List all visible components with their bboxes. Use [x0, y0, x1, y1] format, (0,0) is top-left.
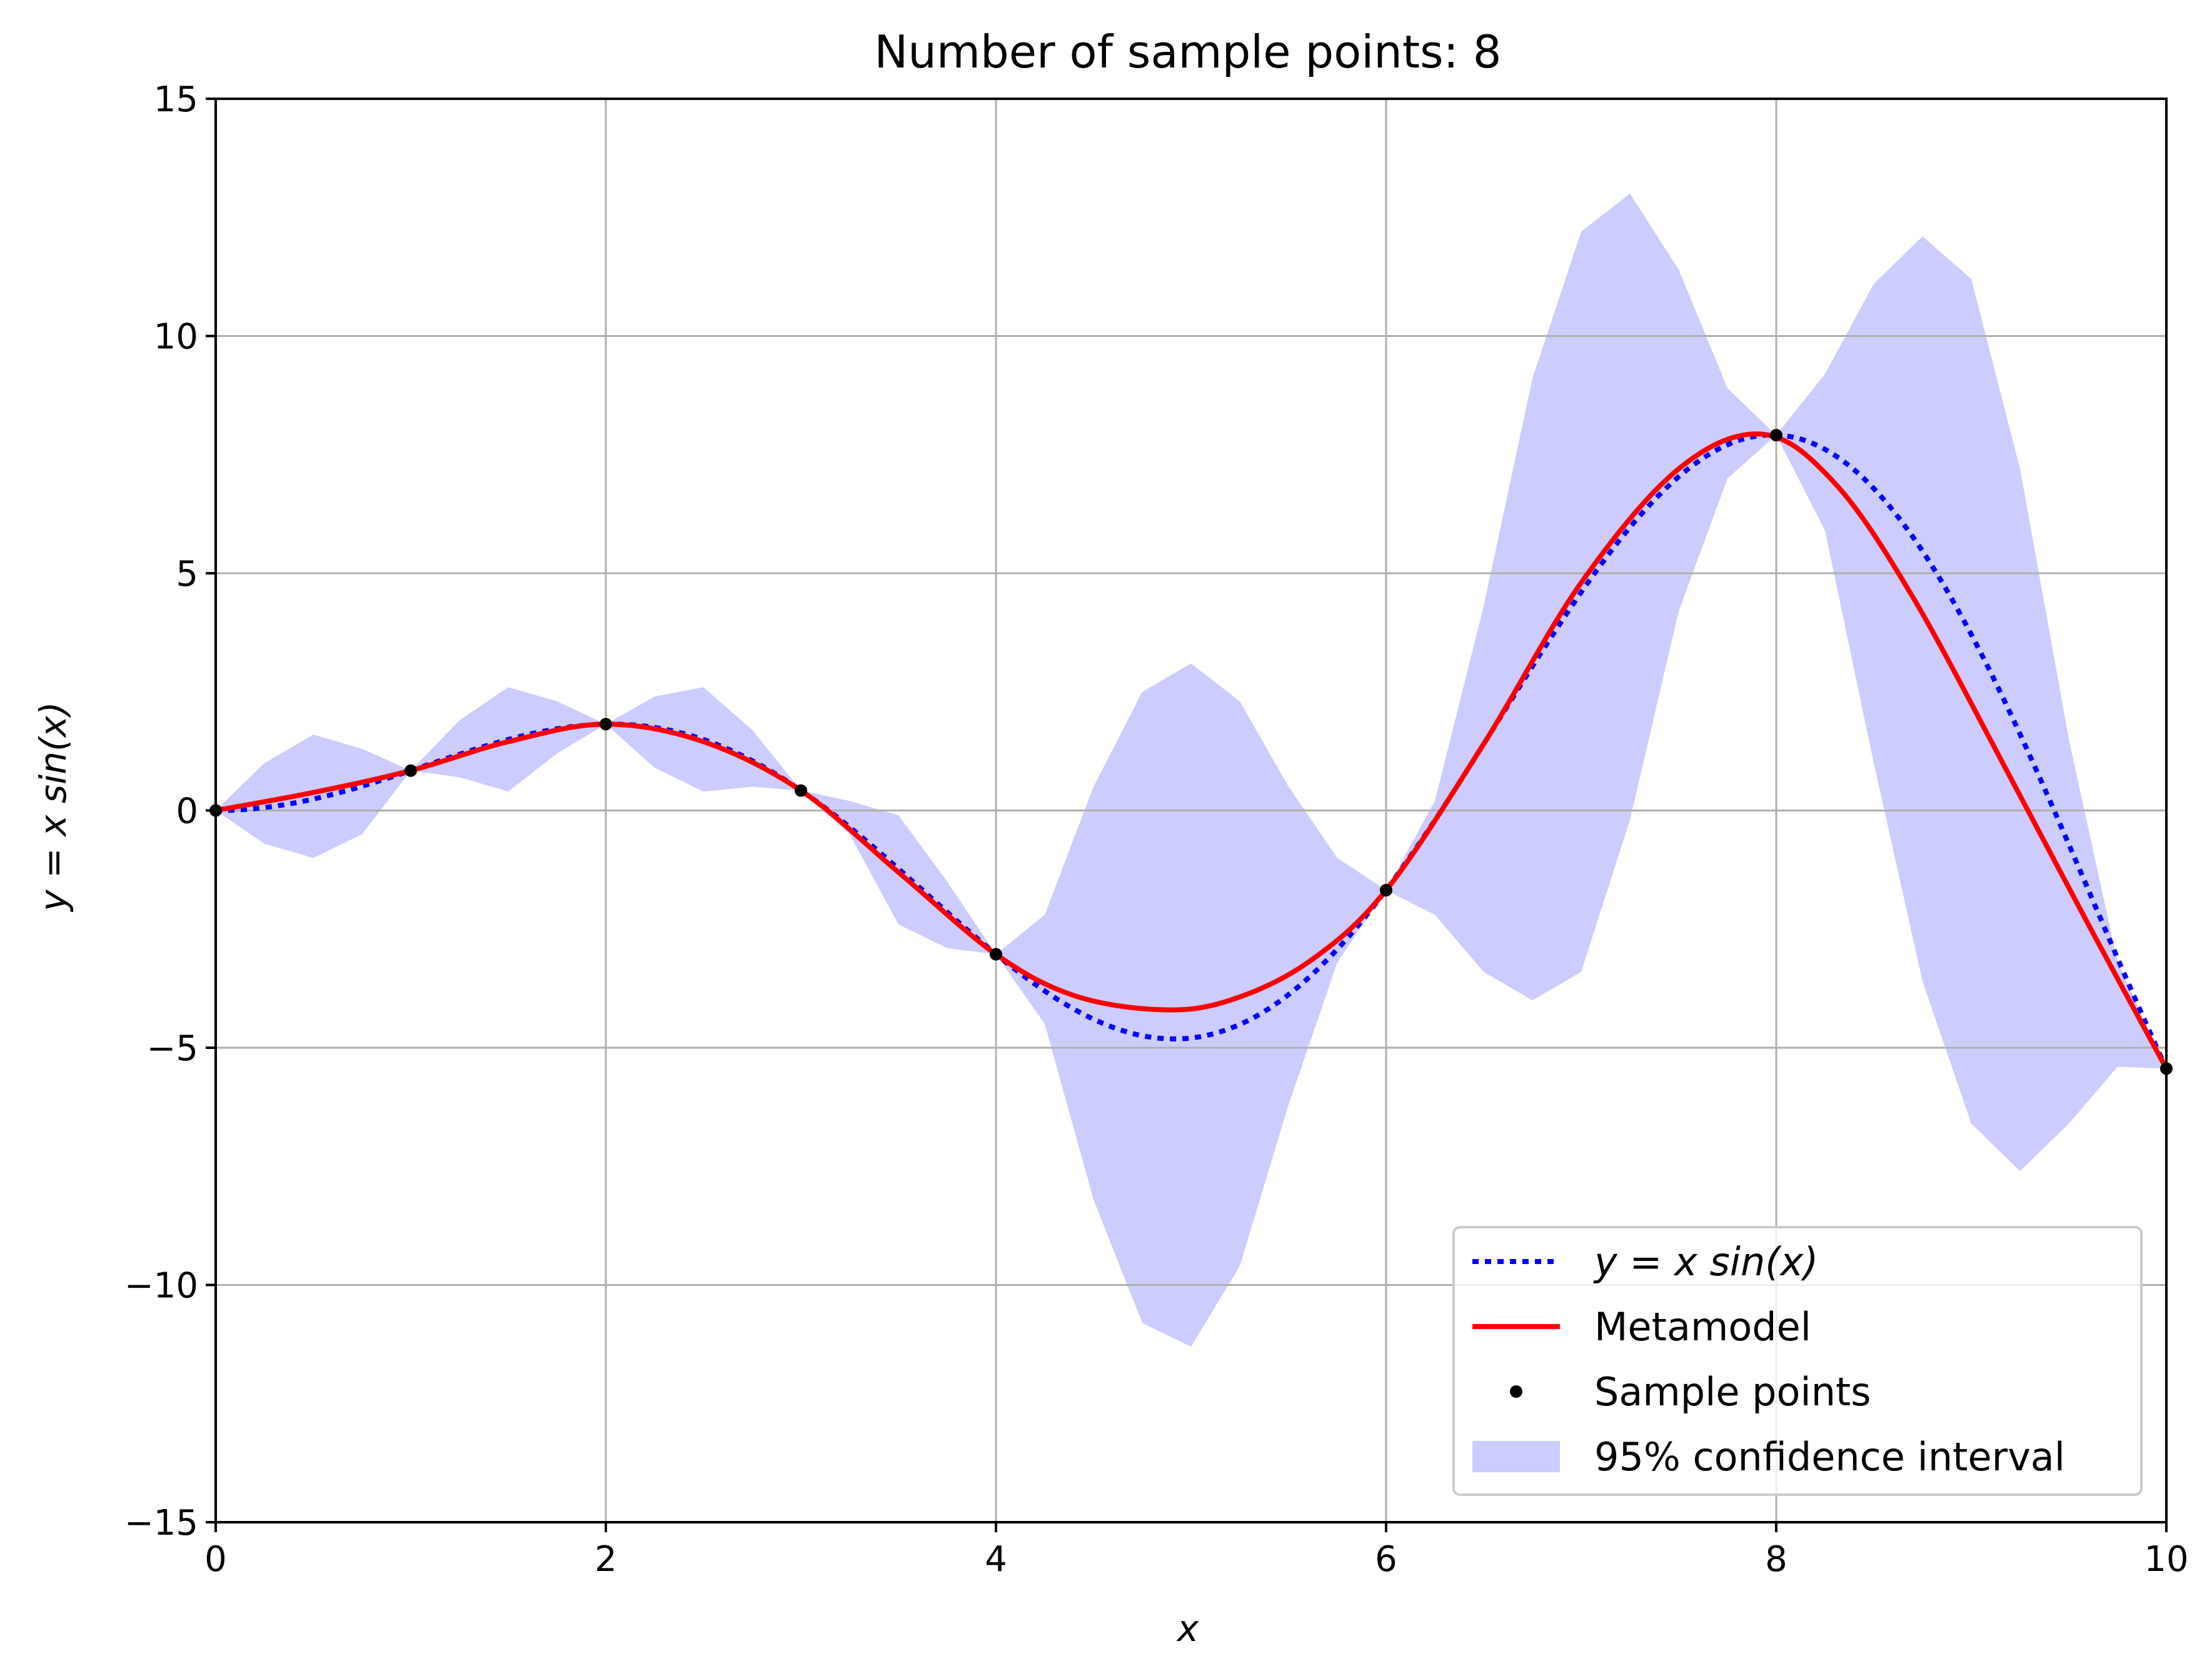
- sample-point: [1770, 429, 1782, 442]
- legend-label-ci: 95% confidence interval: [1594, 1434, 2065, 1480]
- y-tick-label: 15: [154, 79, 198, 120]
- legend-swatch-samples: [1510, 1385, 1522, 1398]
- x-tick-label: 10: [2144, 1539, 2188, 1580]
- x-tick-label: 0: [204, 1539, 227, 1580]
- y-tick-label: −5: [146, 1028, 198, 1069]
- y-tick-label: 10: [154, 317, 198, 358]
- y-tick-label: 5: [176, 554, 198, 595]
- x-tick-label: 6: [1375, 1539, 1397, 1580]
- sample-point: [600, 718, 612, 731]
- sample-point: [795, 784, 807, 797]
- legend: y = x sin(x) Metamodel Sample points 95%…: [1452, 1226, 2143, 1496]
- plot-area: [209, 98, 2173, 1523]
- x-axis-label: x: [1176, 1607, 1199, 1650]
- legend-label-samples: Sample points: [1594, 1369, 1871, 1415]
- legend-box: [1452, 1226, 2143, 1496]
- y-tick-label: 0: [176, 791, 198, 832]
- sample-point: [405, 764, 417, 777]
- x-axis: 0 2 4 6 8 10: [204, 1522, 2189, 1580]
- sample-point: [990, 948, 1002, 961]
- x-tick-label: 4: [985, 1539, 1007, 1580]
- x-tick-label: 8: [1765, 1539, 1787, 1580]
- y-axis: −15 −10 −5 0 5 10 15: [124, 79, 216, 1543]
- chart-title: Number of sample points: 8: [874, 26, 1501, 78]
- legend-swatch-ci: [1472, 1441, 1560, 1472]
- confidence-interval-band: [216, 193, 2166, 1347]
- x-tick-label: 2: [595, 1539, 617, 1580]
- legend-label-true-function: y = x sin(x): [1593, 1239, 1818, 1285]
- y-tick-label: −15: [124, 1503, 198, 1543]
- legend-label-metamodel: Metamodel: [1594, 1304, 1811, 1350]
- y-axis-label: y = x sin(x): [32, 701, 74, 912]
- sample-point: [1380, 884, 1392, 897]
- y-tick-label: −10: [124, 1266, 198, 1307]
